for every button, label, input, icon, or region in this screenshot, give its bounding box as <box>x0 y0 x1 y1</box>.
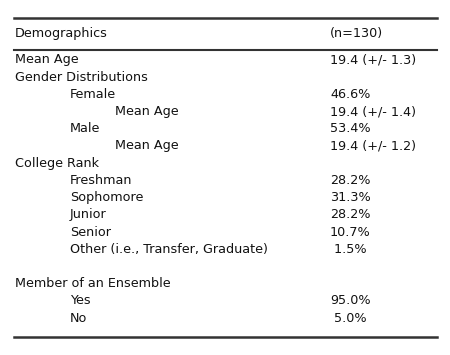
Text: 46.6%: 46.6% <box>330 88 370 101</box>
Text: 53.4%: 53.4% <box>330 122 371 135</box>
Text: 95.0%: 95.0% <box>330 294 371 307</box>
Text: No: No <box>70 311 87 324</box>
Text: 28.2%: 28.2% <box>330 208 370 221</box>
Text: 19.4 (+/- 1.4): 19.4 (+/- 1.4) <box>330 105 416 118</box>
Text: 1.5%: 1.5% <box>330 243 367 256</box>
Text: Member of an Ensemble: Member of an Ensemble <box>15 277 171 290</box>
Text: Mean Age: Mean Age <box>115 105 179 118</box>
Text: 19.4 (+/- 1.3): 19.4 (+/- 1.3) <box>330 54 416 66</box>
Text: Female: Female <box>70 88 116 101</box>
Text: Other (i.e., Transfer, Graduate): Other (i.e., Transfer, Graduate) <box>70 243 268 256</box>
Text: 5.0%: 5.0% <box>330 311 367 324</box>
Text: College Rank: College Rank <box>15 157 99 170</box>
Text: Yes: Yes <box>70 294 90 307</box>
Text: 31.3%: 31.3% <box>330 191 371 204</box>
Text: Senior: Senior <box>70 225 111 239</box>
Text: Male: Male <box>70 122 100 135</box>
Text: Gender Distributions: Gender Distributions <box>15 71 148 84</box>
Text: Junior: Junior <box>70 208 107 221</box>
Text: 10.7%: 10.7% <box>330 225 371 239</box>
Text: Mean Age: Mean Age <box>15 54 79 66</box>
Text: Demographics: Demographics <box>15 27 108 40</box>
Text: Freshman: Freshman <box>70 174 132 187</box>
Text: 28.2%: 28.2% <box>330 174 370 187</box>
Text: 19.4 (+/- 1.2): 19.4 (+/- 1.2) <box>330 140 416 153</box>
Text: (n=130): (n=130) <box>330 27 383 40</box>
Text: Mean Age: Mean Age <box>115 140 179 153</box>
Text: Sophomore: Sophomore <box>70 191 144 204</box>
